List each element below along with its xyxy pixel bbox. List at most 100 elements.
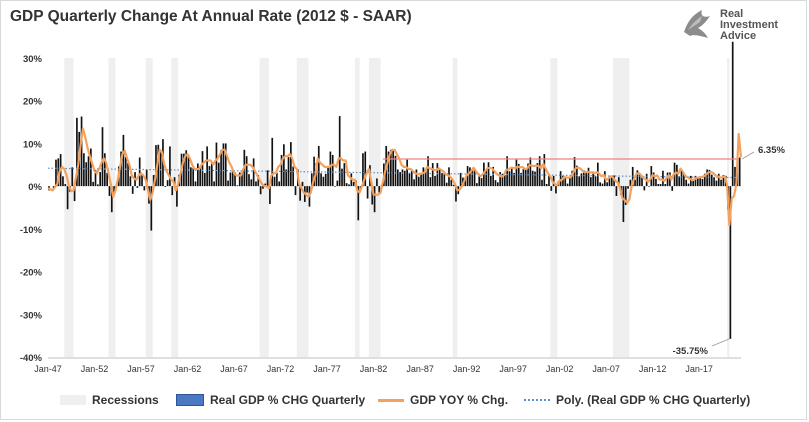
gdp-bar: [185, 150, 188, 187]
legend-item-bars: Real GDP % CHG Quarterly: [176, 390, 365, 410]
gdp-bar: [129, 176, 132, 187]
gdp-bar: [103, 153, 106, 187]
gdp-bar: [634, 179, 636, 187]
gdp-bar: [734, 166, 736, 187]
gdp-bar: [266, 170, 269, 187]
gdp-bar: [664, 184, 667, 187]
gdp-bar: [196, 163, 199, 187]
gdp-bar: [469, 167, 471, 187]
gdp-bar: [585, 171, 588, 187]
gdp-bar: [587, 167, 590, 187]
gdp-bar: [257, 175, 260, 187]
x-tick-label: Jan-77: [313, 364, 341, 374]
gdp-bar: [529, 157, 532, 187]
gdp-bar: [703, 173, 706, 187]
legend-swatch-bars: [176, 394, 204, 406]
gdp-bar: [236, 185, 239, 187]
x-tick-label: Jan-97: [499, 364, 527, 374]
gdp-bar: [450, 179, 453, 187]
gdp-bar: [231, 171, 234, 187]
gdp-bar: [215, 142, 218, 187]
gdp-bar: [424, 171, 427, 187]
gdp-bar: [564, 178, 567, 187]
gdp-bar: [417, 176, 420, 187]
gdp-bar: [452, 184, 455, 187]
gdp-bar: [485, 169, 488, 187]
gdp-bar: [229, 172, 232, 187]
gdp-bar: [492, 166, 495, 187]
gdp-bar: [136, 186, 139, 188]
gdp-bar: [662, 170, 664, 187]
gdp-bar: [636, 170, 639, 187]
gdp-bar: [345, 183, 348, 187]
gdp-bar: [320, 173, 322, 187]
gdp-bar: [692, 181, 695, 187]
gdp-bar: [427, 156, 429, 187]
gdp-bar: [327, 166, 329, 187]
gdp-bar: [545, 184, 548, 187]
gdp-bar: [208, 166, 211, 187]
gdp-bar: [57, 158, 60, 187]
legend-label-bars: Real GDP % CHG Quarterly: [210, 393, 366, 407]
gdp-bar: [152, 175, 155, 187]
gdp-bar: [510, 167, 513, 187]
annotation-leader-top: [741, 151, 755, 160]
gdp-bar: [459, 172, 462, 187]
gdp-bar: [531, 170, 534, 187]
recession-band-0: [64, 58, 74, 357]
gdp-bar: [241, 172, 243, 187]
gdp-bar: [490, 175, 492, 187]
gdp-bar: [373, 186, 376, 213]
y-tick-label: -20%: [20, 268, 43, 279]
gdp-bar: [287, 157, 290, 187]
gdp-bar: [487, 162, 490, 187]
gdp-bar: [273, 176, 276, 187]
gdp-bar: [113, 186, 115, 195]
y-tick-label: 0%: [28, 182, 42, 193]
yoy-line-group: [47, 127, 743, 227]
gdp-bar: [506, 156, 508, 187]
gdp-bar: [652, 172, 655, 187]
gdp-bar: [290, 142, 292, 187]
legend-swatch-recessions: [60, 395, 86, 405]
gdp-bar: [403, 170, 406, 187]
gdp-bar: [478, 176, 481, 187]
gdp-bar: [610, 176, 613, 187]
gdp-bar: [729, 186, 732, 339]
recession-band-2: [145, 58, 153, 357]
logo-text: Real Investment Advice: [720, 9, 778, 42]
gdp-bar: [271, 137, 274, 187]
x-tick-label: Jan-82: [360, 364, 388, 374]
gdp-bar: [264, 183, 267, 187]
y-axis: -40% -30% -20% -10% 0% 10% 20% 30%: [20, 54, 43, 364]
gdp-bar: [210, 162, 213, 187]
gdp-bar: [317, 145, 320, 187]
gdp-bar: [401, 169, 404, 187]
gdp-bar: [599, 182, 601, 187]
annotation-bottom-value: -35.75%: [673, 346, 709, 357]
gdp-bar: [671, 186, 674, 191]
gdp-bar: [343, 163, 346, 187]
gdp-bar: [292, 166, 295, 187]
gdp-bar: [499, 172, 501, 187]
gdp-bar: [480, 178, 483, 187]
gdp-bar: [334, 186, 336, 187]
gdp-bar: [408, 172, 411, 187]
gdp-bar: [285, 169, 288, 187]
gdp-bar: [548, 175, 550, 187]
gdp-bar: [145, 169, 148, 187]
recession-band-8: [452, 58, 458, 357]
x-tick-label: Jan-72: [267, 364, 295, 374]
gdp-bar: [445, 182, 448, 187]
gdp-bar: [362, 153, 364, 187]
gdp-bar: [213, 181, 215, 187]
gdp-bar: [150, 186, 153, 231]
x-tick-label: Jan-87: [406, 364, 434, 374]
recession-band-9: [550, 58, 558, 357]
recession-band-6: [354, 58, 360, 357]
gdp-bar: [183, 153, 185, 187]
gdp-bar: [76, 117, 78, 187]
gdp-bar: [301, 181, 304, 187]
gdp-bar: [555, 186, 557, 194]
